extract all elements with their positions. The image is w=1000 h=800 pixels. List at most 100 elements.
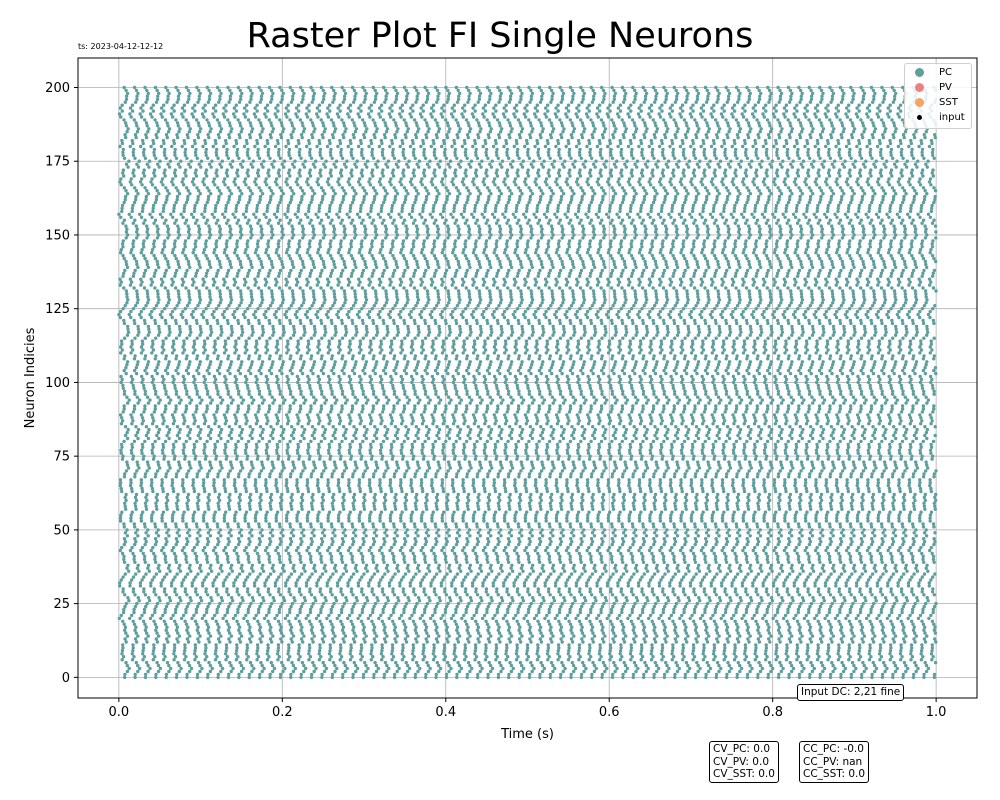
spike-point — [610, 593, 615, 597]
spike-point — [848, 655, 852, 659]
spike-point — [907, 548, 911, 553]
spike-point — [301, 640, 305, 644]
spike-point — [817, 557, 821, 562]
spike-point — [700, 513, 704, 517]
spike-point — [324, 666, 329, 671]
spike-point — [491, 616, 495, 621]
spike-point — [876, 516, 880, 520]
spike-point — [800, 566, 804, 570]
spike-point — [742, 545, 747, 550]
spike-point — [665, 669, 669, 674]
spike-point — [216, 672, 220, 677]
spike-point — [341, 604, 345, 609]
spike-point — [672, 525, 677, 529]
spike-point — [646, 666, 650, 671]
spike-point — [611, 637, 615, 641]
spike-point — [766, 672, 771, 677]
spike-point — [363, 660, 367, 665]
spike-point — [546, 590, 551, 594]
spike-point — [733, 646, 737, 650]
spike-point — [704, 628, 708, 632]
spike-point — [774, 643, 779, 647]
spike-point — [618, 649, 623, 653]
spike-point — [561, 634, 566, 638]
spike-point — [475, 501, 480, 505]
spike-point — [796, 557, 801, 562]
spike-point — [274, 513, 279, 517]
spike-point — [123, 501, 127, 505]
spike-point — [852, 534, 856, 538]
spike-point — [489, 563, 493, 567]
spike-point — [340, 628, 345, 632]
spike-point — [522, 616, 526, 621]
spike-point — [549, 625, 553, 629]
spike-point — [745, 628, 750, 632]
spike-point — [275, 489, 280, 494]
spike-point — [918, 513, 922, 517]
spike-point — [497, 540, 501, 544]
spike-point — [851, 640, 855, 644]
spike-point — [753, 658, 757, 662]
spike-point — [327, 510, 332, 514]
spike-point — [410, 613, 414, 618]
spike-point — [592, 566, 596, 570]
spike-point — [442, 652, 446, 656]
spike-point — [385, 634, 389, 638]
spike-point — [410, 578, 414, 582]
spike-point — [613, 669, 617, 674]
spike-point — [832, 563, 836, 567]
spike-point — [724, 537, 729, 541]
spike-point — [314, 616, 319, 621]
spike-point — [554, 548, 558, 553]
spike-point — [512, 581, 516, 585]
spike-point — [367, 581, 371, 585]
spike-point — [684, 572, 688, 576]
spike-point — [493, 613, 497, 618]
spike-point — [598, 643, 602, 647]
spike-point — [207, 498, 211, 503]
spike-point — [437, 563, 441, 567]
spike-point — [493, 510, 498, 514]
spike-point — [725, 604, 729, 609]
spike-point — [702, 643, 706, 647]
spike-point — [766, 542, 770, 547]
spike-point — [647, 581, 651, 585]
spike-point — [371, 554, 375, 559]
spike-point — [747, 601, 751, 606]
spike-point — [519, 566, 524, 570]
spike-point — [226, 560, 230, 564]
spike-point — [163, 557, 167, 562]
spike-point — [360, 522, 365, 526]
spike-point — [681, 649, 685, 653]
spike-point — [814, 519, 818, 523]
spike-point — [548, 675, 552, 680]
spike-point — [474, 575, 478, 579]
spike-point — [560, 660, 564, 665]
spike-point — [641, 537, 646, 541]
spike-point — [520, 669, 524, 674]
spike-point — [453, 619, 457, 623]
spike-point — [754, 587, 758, 591]
spike-point — [431, 578, 435, 582]
spike-point — [195, 525, 199, 529]
spike-point — [553, 616, 557, 621]
spike-point — [805, 658, 809, 662]
spike-point — [557, 655, 562, 659]
spike-point — [173, 587, 177, 591]
spike-point — [745, 542, 749, 547]
spike-point — [174, 537, 179, 541]
spike-point — [630, 655, 634, 659]
spike-point — [391, 587, 395, 591]
spike-point — [766, 537, 770, 541]
spike-point — [900, 622, 905, 626]
spike-point — [226, 542, 230, 547]
spike-point — [432, 649, 436, 653]
spike-point — [656, 666, 661, 671]
spike-point — [434, 504, 439, 508]
spike-point — [607, 613, 611, 618]
spike-point — [248, 495, 252, 500]
spike-point — [681, 590, 686, 594]
spike-point — [767, 540, 771, 544]
spike-point — [418, 666, 422, 671]
spike-point — [300, 631, 304, 635]
